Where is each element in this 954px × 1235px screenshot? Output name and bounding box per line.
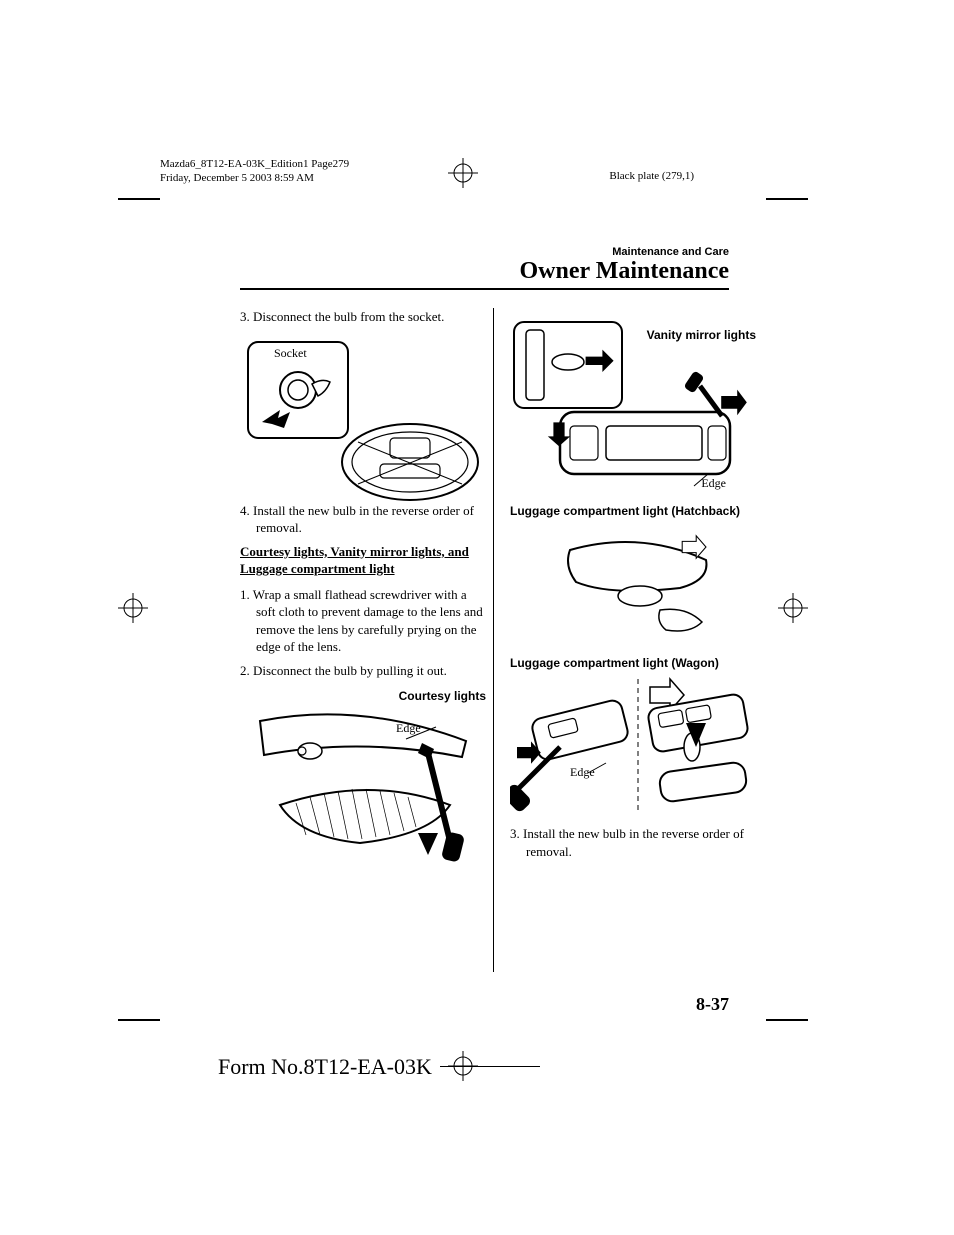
chapter-rule: [240, 288, 729, 290]
left-substep-1: 1. Wrap a small flathead screwdriver wit…: [240, 586, 486, 656]
left-step-3: 3. Disconnect the bulb from the socket.: [240, 308, 486, 326]
column-divider: [493, 308, 494, 972]
figure-courtesy-title: Courtesy lights: [399, 689, 486, 705]
right-column: Vanity mirror lights: [510, 316, 756, 866]
page: Mazda6_8T12-EA-03K_Edition1 Page279 Frid…: [0, 0, 954, 1235]
step-text: Install the new bulb in the reverse orde…: [253, 503, 474, 536]
figure-luggage-wagon-title: Luggage compartment light (Wagon): [510, 656, 756, 672]
header-plate: Black plate (279,1): [609, 170, 694, 182]
step-num: 3.: [240, 309, 250, 324]
figure-courtesy-lights: Courtesy lights: [240, 685, 486, 863]
figure-luggage-hatch-title: Luggage compartment light (Hatchback): [510, 504, 756, 520]
figure-courtesy-edge-label: Edge: [396, 721, 421, 736]
header-doc-line2: Friday, December 5 2003 8:59 AM: [160, 172, 349, 186]
figure-luggage-wagon: Edge: [510, 677, 756, 817]
right-step-3: 3. Install the new bulb in the reverse o…: [510, 825, 756, 860]
left-step-4: 4. Install the new bulb in the reverse o…: [240, 502, 486, 537]
form-number: Form No.8T12-EA-03K: [218, 1054, 432, 1080]
crop-tick: [118, 1019, 160, 1021]
registration-mark-left: [118, 593, 148, 623]
header-docinfo: Mazda6_8T12-EA-03K_Edition1 Page279 Frid…: [160, 158, 349, 186]
figure-vanity-edge-label: Edge: [701, 476, 726, 491]
figure-vanity-title: Vanity mirror lights: [647, 328, 756, 344]
figure-socket-label: Socket: [274, 346, 307, 361]
figure-vanity-mirror: Vanity mirror lights: [510, 316, 756, 496]
step-num: 1.: [240, 587, 250, 602]
left-column: 3. Disconnect the bulb from the socket.: [240, 308, 486, 863]
header-doc-line1: Mazda6_8T12-EA-03K_Edition1 Page279: [160, 158, 349, 172]
step-text: Disconnect the bulb by pulling it out.: [253, 663, 447, 678]
registration-mark-top: [448, 158, 478, 188]
step-num: 4.: [240, 503, 250, 518]
figure-luggage-hatchback: [510, 526, 756, 646]
step-num: 3.: [510, 826, 520, 841]
step-text: Install the new bulb in the reverse orde…: [523, 826, 744, 859]
footer-rule: [440, 1066, 540, 1067]
step-text: Wrap a small flathead screwdriver with a…: [253, 587, 483, 655]
chapter-title: Owner Maintenance: [519, 258, 729, 285]
registration-mark-right: [778, 593, 808, 623]
figure-socket-bulb: Socket: [240, 332, 486, 502]
figure-wagon-edge-label: Edge: [570, 765, 595, 780]
crop-tick: [766, 1019, 808, 1021]
step-text: Disconnect the bulb from the socket.: [253, 309, 444, 324]
chapter-supertitle: Maintenance and Care: [612, 246, 729, 258]
left-subheading: Courtesy lights, Vanity mirror lights, a…: [240, 543, 486, 578]
crop-tick: [118, 198, 160, 200]
left-substep-2: 2. Disconnect the bulb by pulling it out…: [240, 662, 486, 680]
step-num: 2.: [240, 663, 250, 678]
crop-tick: [766, 198, 808, 200]
page-number: 8-37: [696, 994, 729, 1015]
